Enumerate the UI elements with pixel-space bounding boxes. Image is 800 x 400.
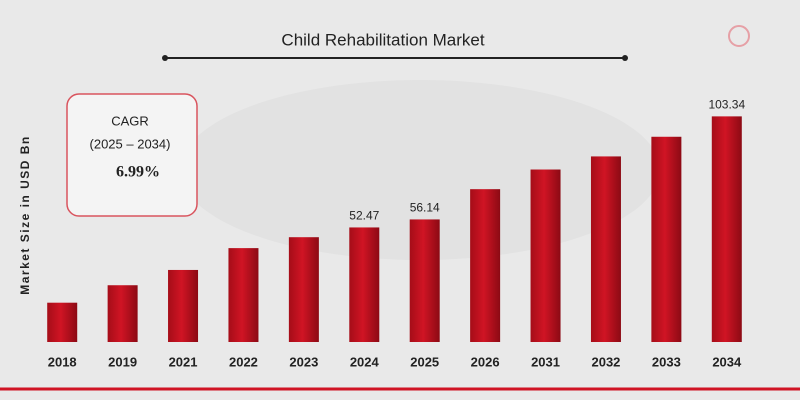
x-tick-label: 2021: [169, 354, 198, 369]
cagr-title: CAGR: [111, 113, 149, 128]
x-tick-label: 2034: [712, 354, 742, 369]
y-axis-label: Market Size in USD Bn: [18, 135, 32, 295]
x-tick-label: 2018: [48, 354, 77, 369]
x-tick-label: 2019: [108, 354, 137, 369]
cagr-period: (2025 – 2034): [90, 136, 171, 151]
cagr-box: [66, 93, 198, 217]
bar: [590, 156, 621, 342]
cagr-value: 6.99%: [116, 164, 160, 181]
bar: [711, 116, 742, 343]
x-tick-label: 2031: [531, 354, 560, 369]
bar: [168, 269, 199, 342]
x-tick-label: 2023: [289, 354, 318, 369]
x-tick-label: 2025: [410, 354, 439, 369]
title-rule-end: [622, 55, 628, 61]
bar: [107, 285, 138, 342]
value-label: 52.47: [349, 209, 379, 223]
bar: [349, 227, 380, 342]
bar: [530, 169, 561, 342]
logo: [728, 25, 750, 47]
title-rule-end: [162, 55, 168, 61]
bar: [470, 189, 501, 342]
bar: [47, 302, 78, 342]
value-label: 56.14: [410, 201, 440, 215]
bar: [228, 248, 259, 342]
bar: [409, 219, 440, 342]
x-tick-label: 2033: [652, 354, 681, 369]
bar: [651, 136, 682, 342]
x-tick-label: 2032: [591, 354, 620, 369]
value-label: 103.34: [708, 98, 745, 112]
x-tick-label: 2024: [350, 354, 380, 369]
x-tick-label: 2022: [229, 354, 258, 369]
chart-title: Child Rehabilitation Market: [281, 30, 484, 49]
bar: [288, 237, 319, 342]
x-tick-label: 2026: [471, 354, 500, 369]
